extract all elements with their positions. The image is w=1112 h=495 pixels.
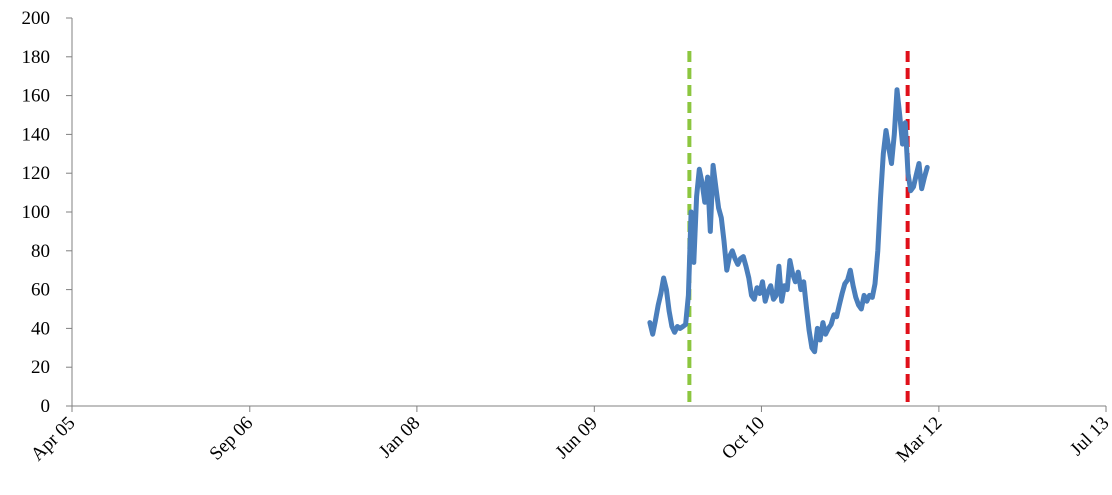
y-tick-label: 160: [22, 86, 51, 107]
axes: [71, 18, 1106, 407]
y-tick-label: 200: [22, 8, 51, 29]
x-ticks: Apr 05 Sep 06 Jan 08 Jun 09 Oct 10 Mar 12 Jul …: [27, 406, 1112, 467]
y-tick-label: 180: [22, 47, 51, 68]
x-tick-label: Jun 09: [552, 413, 602, 463]
x-tick-label: Apr 05: [27, 413, 80, 466]
x-tick-label: Jan 08: [375, 413, 425, 463]
series-group: [647, 87, 930, 355]
y-tick-label: 20: [31, 357, 50, 378]
x-tick-label: Sep 06: [206, 413, 258, 465]
y-tick-label: 120: [22, 163, 51, 184]
y-tick-label: 140: [22, 124, 51, 145]
y-tick-label: 80: [31, 241, 50, 262]
y-tick-label: 60: [31, 280, 50, 301]
y-tick-label: 40: [31, 318, 50, 339]
x-tick-label: Jul 13: [1066, 413, 1112, 460]
series-line-0: [647, 87, 930, 355]
y-tick-label: 100: [22, 202, 51, 223]
x-tick-label: Oct 10: [718, 413, 769, 464]
x-tick-label: Mar 12: [892, 413, 946, 467]
y-ticks: 0 20 40 60 80 100 120 140 160 180 200: [22, 8, 72, 417]
y-tick-label: 0: [41, 396, 51, 417]
